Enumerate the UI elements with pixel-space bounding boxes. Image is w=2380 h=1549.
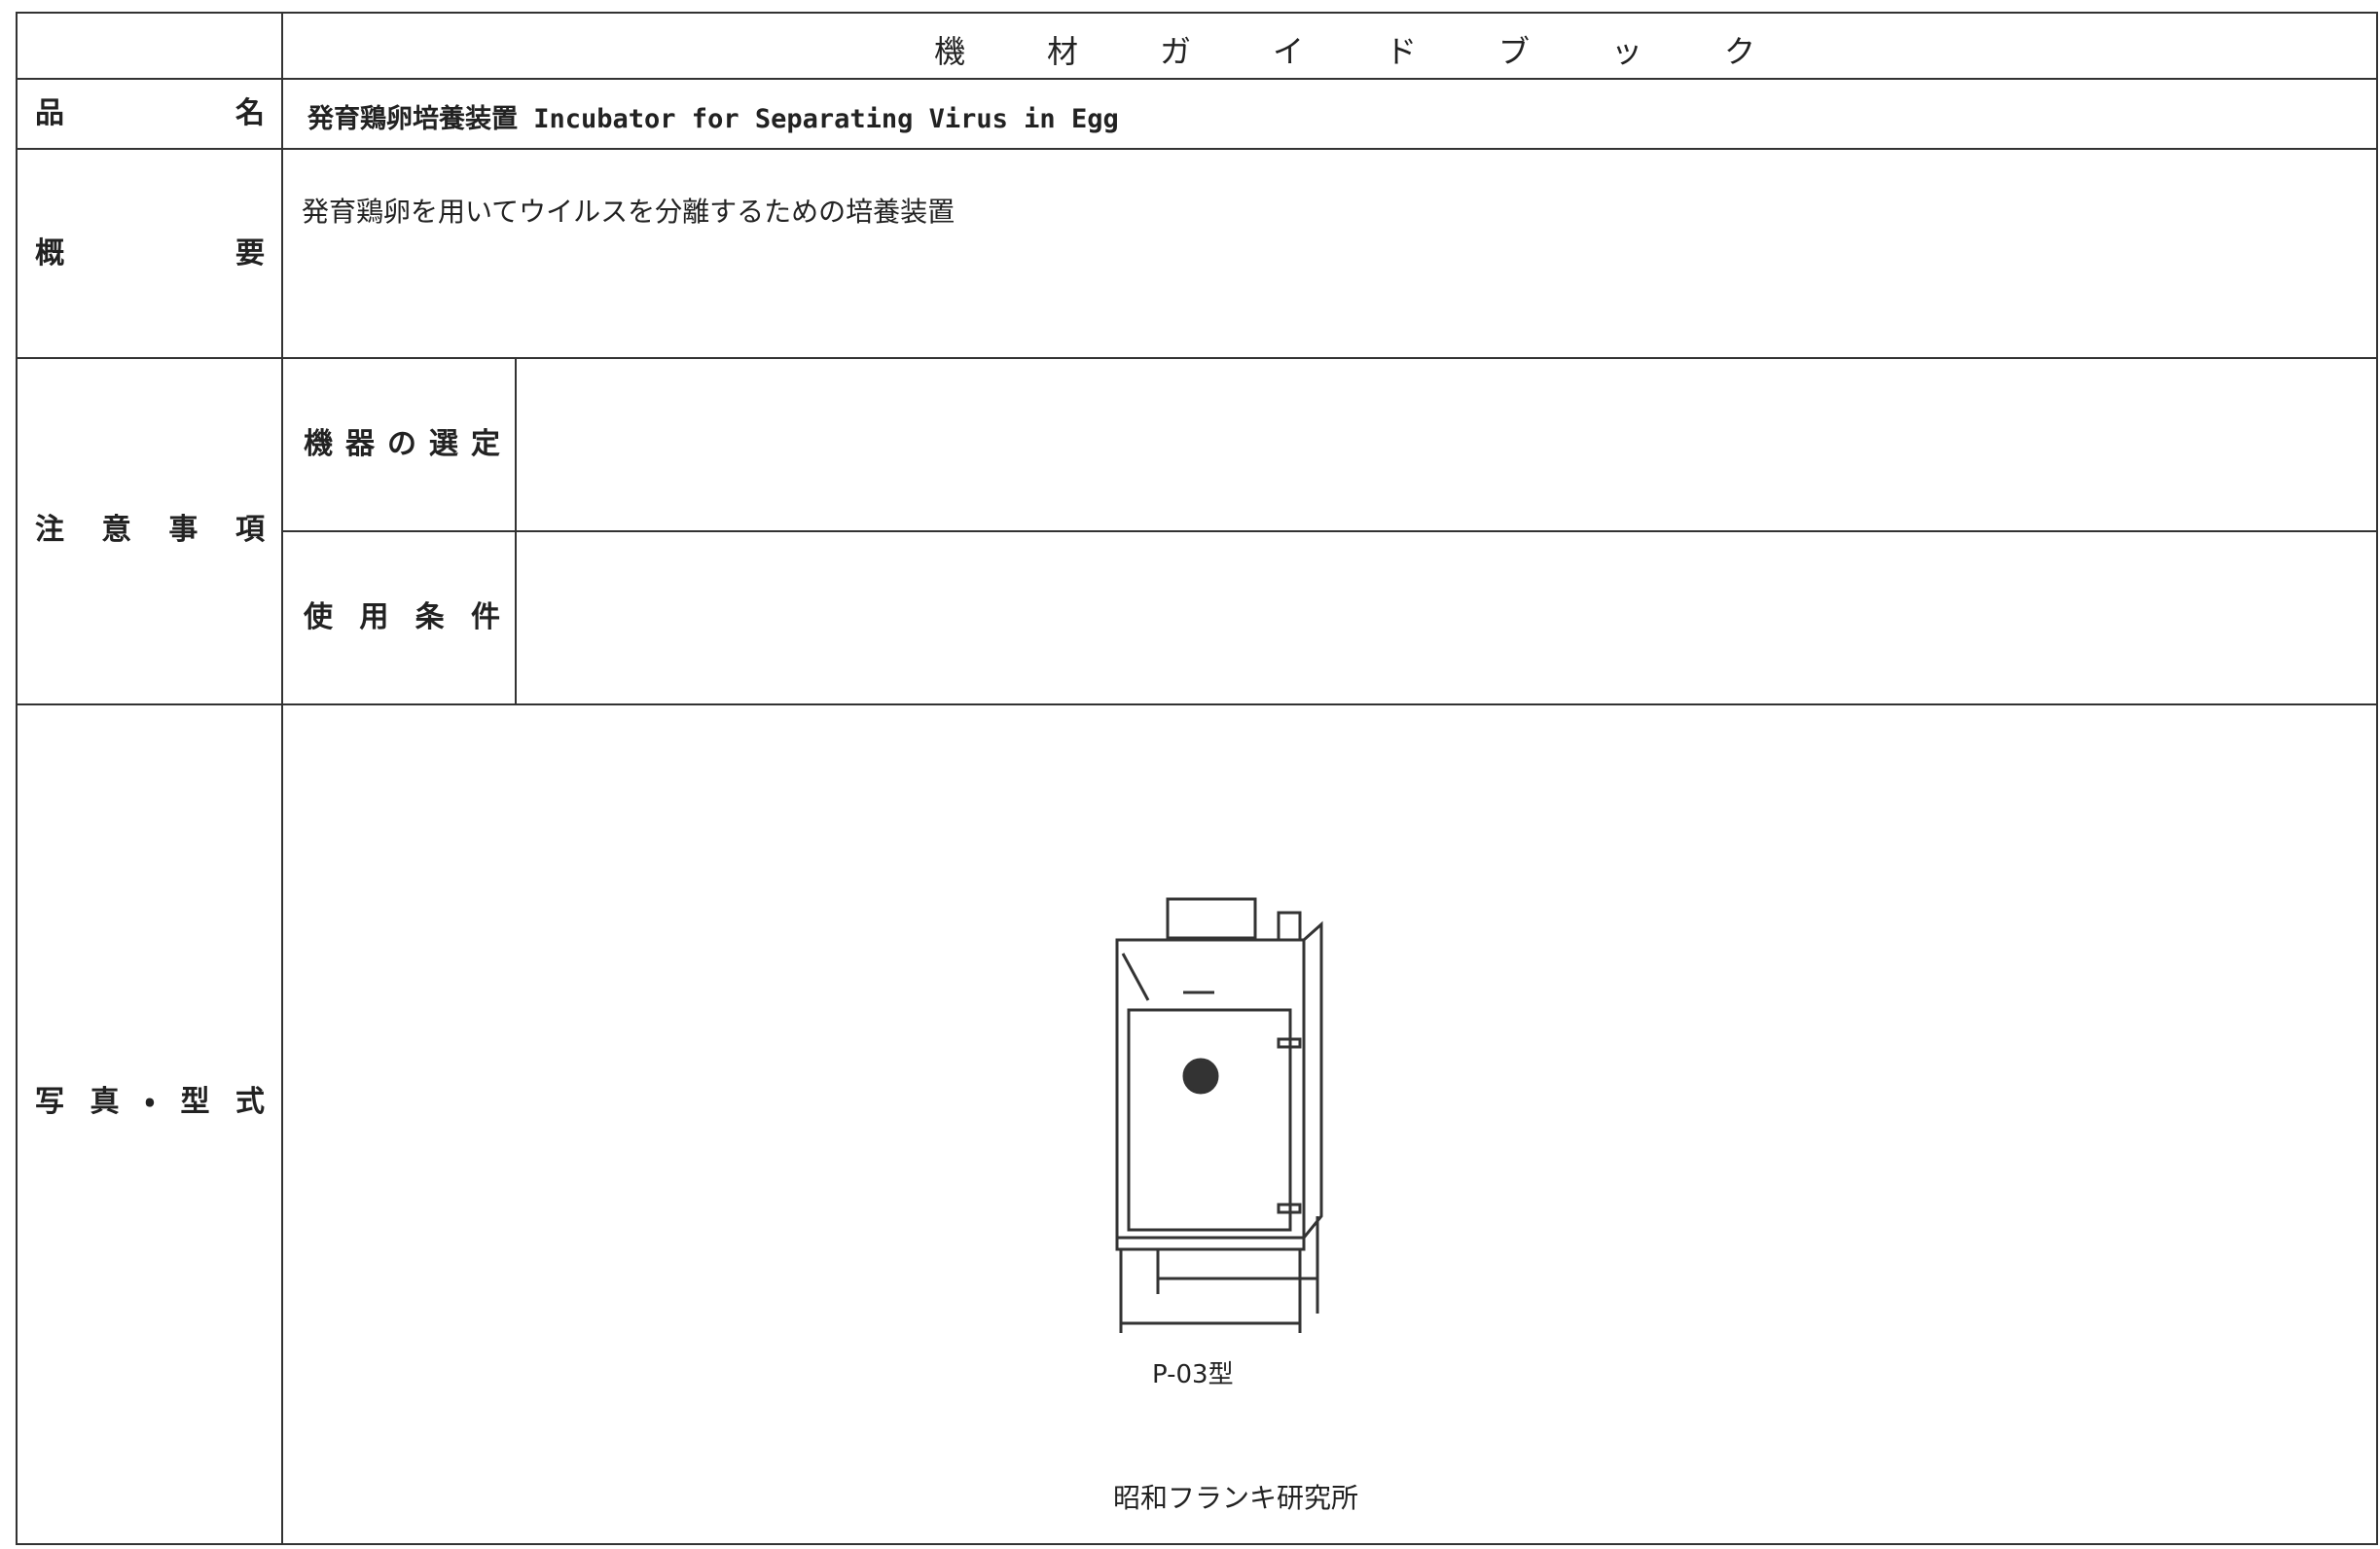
border [16, 78, 2378, 80]
frame [1115, 1236, 1306, 1251]
border [515, 357, 517, 704]
border [282, 530, 2378, 532]
hinge [1277, 1203, 1302, 1214]
border [16, 703, 2378, 705]
incubator-photo [1115, 897, 1323, 1333]
duct [1277, 911, 1302, 942]
door [1127, 1008, 1292, 1232]
photo-label: 写真・型式 [35, 1085, 265, 1119]
border [16, 148, 2378, 150]
border [281, 12, 283, 1545]
notes-label: 注意事項 [35, 513, 265, 547]
product-name-value: 発育鶏卵培養装置 Incubator for Separating Virus … [307, 104, 1119, 134]
maker: 昭和フランキ研究所 [1113, 1482, 1359, 1514]
overview-label: 概要 [35, 236, 265, 270]
side [1302, 920, 1323, 1239]
hinge [1277, 1037, 1302, 1049]
model: P-03型 [1152, 1360, 1234, 1389]
border [16, 12, 2378, 14]
title: 機材ガイドブック [934, 33, 1838, 70]
border [16, 357, 2378, 359]
handle [1121, 953, 1150, 1001]
note-item-label: 使用条件 [304, 600, 500, 634]
border [2376, 12, 2378, 1545]
control-box [1166, 897, 1257, 940]
overview-value: 発育鶏卵を用いてウイルスを分離するための培養装置 [302, 196, 956, 228]
window [1182, 1058, 1219, 1095]
border [16, 1543, 2378, 1545]
product-name-label: 品名 [35, 96, 265, 130]
border [16, 12, 18, 1545]
note-item-label: 機器の選定 [304, 427, 500, 461]
